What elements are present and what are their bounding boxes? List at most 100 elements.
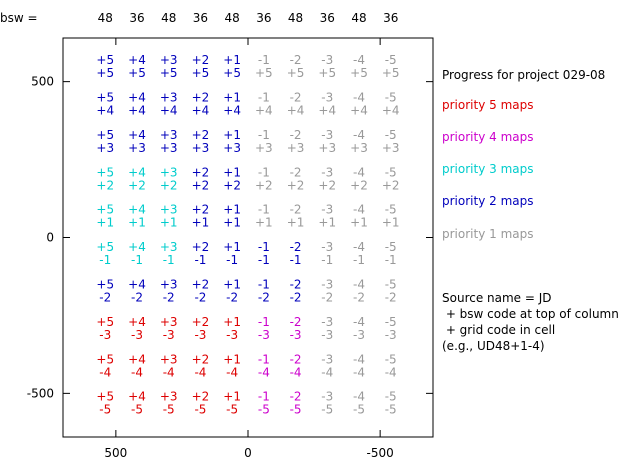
cell-column-code: -5	[385, 203, 397, 217]
cell-column-code: -2	[290, 240, 302, 254]
legend: Progress for project 029-08 priority 5 m…	[442, 68, 619, 353]
grid-cell-r6-c0: +5-2	[96, 277, 114, 304]
cell-row-code: -4	[163, 365, 175, 379]
grid-cell-r7-c2: +3-3	[160, 315, 178, 342]
cell-column-code: -4	[353, 240, 365, 254]
y-tick-label-1: 0	[46, 231, 54, 245]
cell-row-code: +3	[350, 141, 368, 155]
cell-row-code: +4	[350, 103, 368, 117]
cell-row-code: -4	[321, 365, 333, 379]
grid-cell-r3-c2: +3+2	[160, 165, 178, 192]
bsw-header-row: bsw = 48 36 48 36 48 36 48 36 48 36	[0, 11, 398, 25]
cell-row-code: -1	[385, 253, 397, 267]
grid-cell-r3-c9: -5+2	[382, 165, 400, 192]
grid-cell-r6-c6: -2-2	[290, 277, 302, 304]
cell-row-code: -2	[194, 290, 206, 304]
cell-column-code: +3	[160, 390, 178, 404]
grid-cell-r7-c5: -1-3	[258, 315, 270, 342]
grid-cell-r9-c0: +5-5	[96, 390, 114, 417]
grid-cell-r6-c9: -5-2	[385, 277, 397, 304]
cell-row-code: +1	[192, 216, 210, 230]
cell-row-code: +3	[128, 141, 146, 155]
cell-row-code: -3	[385, 328, 397, 342]
cell-row-code: -5	[290, 403, 302, 417]
cell-column-code: +2	[192, 315, 210, 329]
cell-row-code: +2	[223, 178, 241, 192]
cell-column-code: -4	[353, 315, 365, 329]
grid-cell-r7-c1: +4-3	[128, 315, 146, 342]
grid-cell-r9-c4: +1-5	[223, 390, 241, 417]
cell-row-code: -3	[163, 328, 175, 342]
cell-column-code: -1	[258, 390, 270, 404]
grid-cell-r2-c5: -1+3	[255, 128, 273, 155]
bsw-code-1: 36	[129, 11, 144, 25]
cell-column-code: +2	[192, 352, 210, 366]
grid-cell-r4-c3: +2+1	[192, 203, 210, 230]
cell-column-code: -4	[353, 90, 365, 104]
cell-column-code: -5	[385, 90, 397, 104]
grid-cell-r1-c5: -1+4	[255, 90, 273, 117]
cell-row-code: +3	[223, 141, 241, 155]
cell-column-code: +1	[223, 352, 241, 366]
legend-note-line-3: (e.g., UD48+1-4)	[442, 339, 545, 353]
cell-column-code: +3	[160, 203, 178, 217]
cell-row-code: -5	[163, 403, 175, 417]
grid-cell-r4-c2: +3+1	[160, 203, 178, 230]
grid-cell-r5-c2: +3-1	[160, 240, 178, 267]
cell-row-code: -5	[226, 403, 238, 417]
cell-column-code: +5	[96, 352, 114, 366]
grid-cell-r0-c9: -5+5	[382, 53, 400, 80]
cell-column-code: +3	[160, 53, 178, 67]
cell-column-code: -5	[385, 128, 397, 142]
cell-column-code: +5	[96, 390, 114, 404]
cell-row-code: +3	[382, 141, 400, 155]
bsw-code-0: 48	[98, 11, 113, 25]
grid-cell-r0-c1: +4+5	[128, 53, 146, 80]
grid-cell-r2-c8: -4+3	[350, 128, 368, 155]
cell-row-code: +4	[255, 103, 273, 117]
cell-row-code: -3	[131, 328, 143, 342]
cell-column-code: -5	[385, 315, 397, 329]
grid-cell-r6-c8: -4-2	[353, 277, 365, 304]
grid-cell-r9-c1: +4-5	[128, 390, 146, 417]
grid-cell-r1-c1: +4+4	[128, 90, 146, 117]
cell-column-code: -4	[353, 203, 365, 217]
grid-cell-r6-c3: +2-2	[192, 277, 210, 304]
grid-cell-r1-c9: -5+4	[382, 90, 400, 117]
cell-column-code: +5	[96, 165, 114, 179]
cell-row-code: -3	[290, 328, 302, 342]
cell-row-code: -2	[385, 290, 397, 304]
bsw-code-2: 48	[161, 11, 176, 25]
grid-cell-r5-c6: -2-1	[290, 240, 302, 267]
cell-row-code: -4	[290, 365, 302, 379]
grid-cell-r9-c6: -2-5	[290, 390, 302, 417]
cell-row-code: -2	[99, 290, 111, 304]
cell-row-code: +2	[287, 178, 305, 192]
cell-column-code: -1	[258, 240, 270, 254]
cell-row-code: -3	[99, 328, 111, 342]
cell-row-code: +4	[223, 103, 241, 117]
cell-row-code: +2	[192, 178, 210, 192]
cell-column-code: -1	[258, 165, 270, 179]
cell-column-code: -3	[321, 53, 333, 67]
cell-row-code: -5	[258, 403, 270, 417]
cell-column-code: +4	[128, 165, 146, 179]
cell-column-code: -2	[290, 90, 302, 104]
cell-column-code: -4	[353, 277, 365, 291]
grid-cell-r4-c4: +1+1	[223, 203, 241, 230]
cell-column-code: -4	[353, 165, 365, 179]
legend-note-line-2: + grid code in cell	[442, 323, 555, 337]
grid-cell-r8-c5: -1-4	[258, 352, 270, 379]
cell-row-code: -5	[194, 403, 206, 417]
cell-row-code: -3	[353, 328, 365, 342]
grid-cell-r6-c2: +3-2	[160, 277, 178, 304]
cell-row-code: -3	[226, 328, 238, 342]
cell-row-code: -3	[194, 328, 206, 342]
cell-column-code: +2	[192, 128, 210, 142]
grid-cell-r3-c4: +1+2	[223, 165, 241, 192]
cell-row-code: -4	[258, 365, 270, 379]
grid-cell-r1-c3: +2+4	[192, 90, 210, 117]
x-tick-label-0: 500	[104, 446, 127, 460]
cell-column-code: +3	[160, 277, 178, 291]
y-tick-label-2: -500	[27, 386, 54, 400]
